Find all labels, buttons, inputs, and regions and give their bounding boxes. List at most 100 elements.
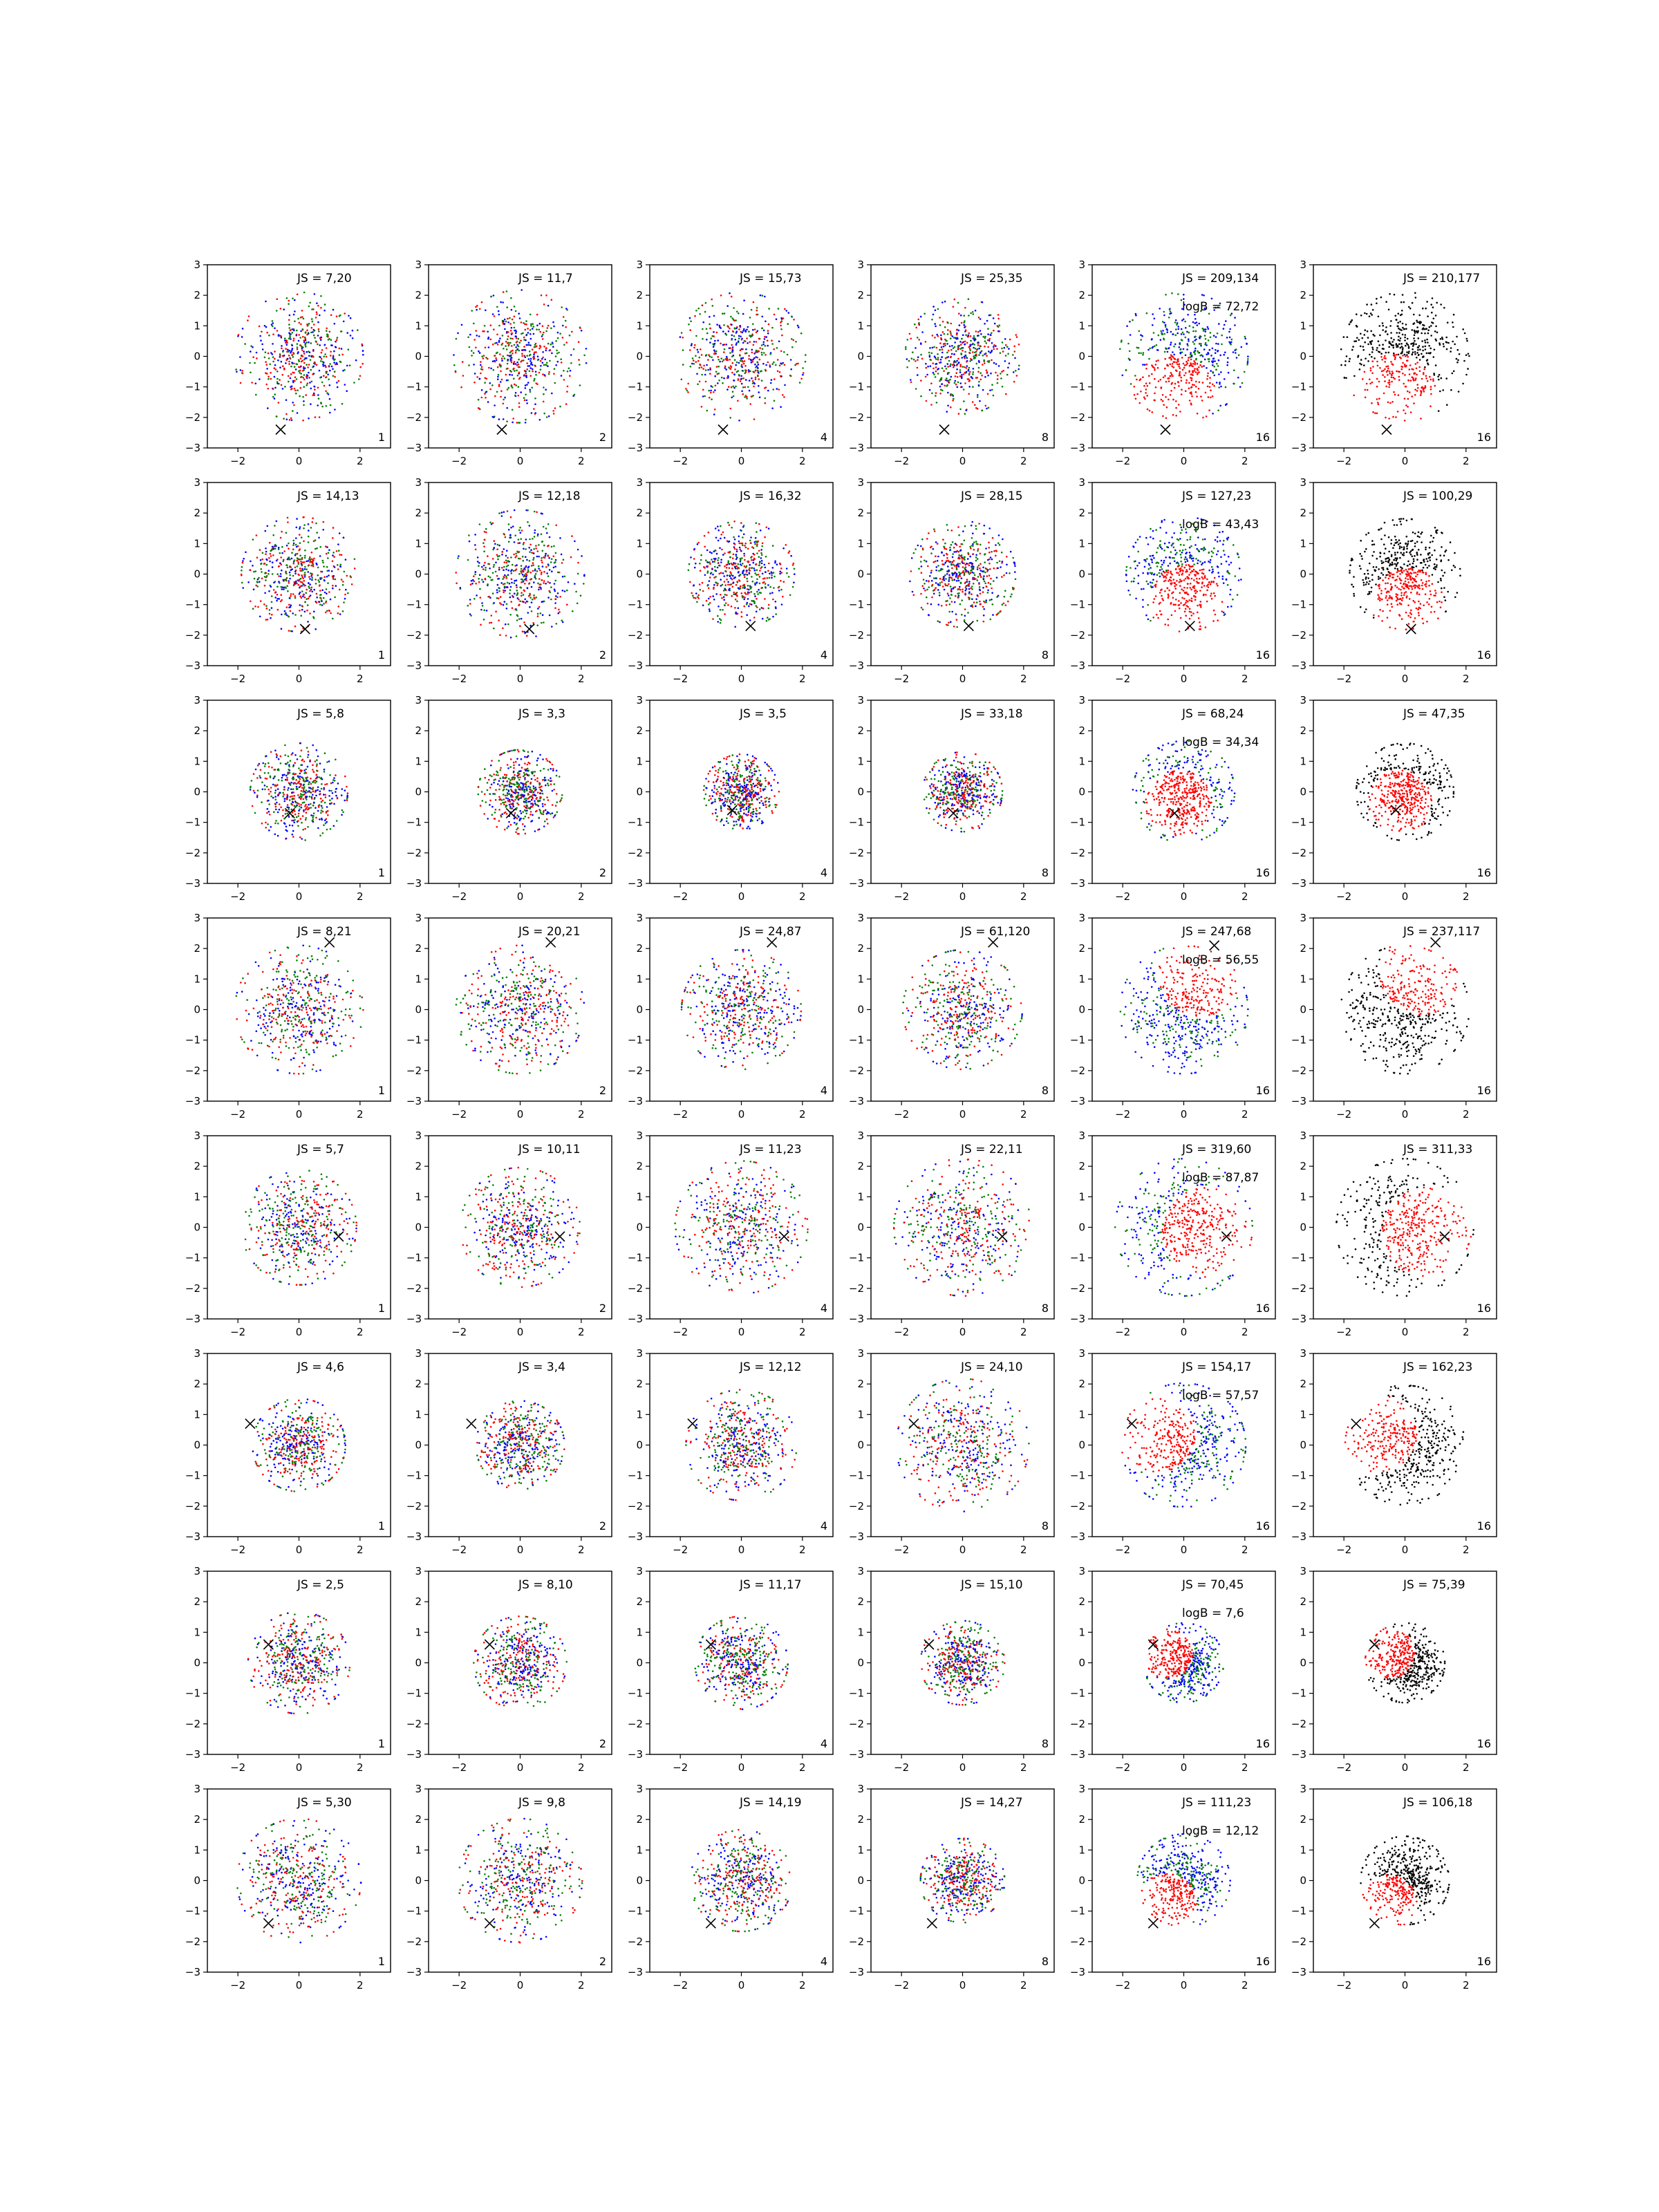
scatter-point <box>705 599 708 602</box>
scatter-point <box>949 378 951 381</box>
scatter-point <box>715 350 718 353</box>
scatter-point <box>273 581 275 584</box>
scatter-point <box>263 576 266 578</box>
scatter-point <box>722 554 724 556</box>
scatter-point <box>298 370 300 373</box>
scatter-point <box>751 580 754 583</box>
scatter-point <box>496 391 498 393</box>
scatter-point <box>554 565 556 568</box>
scatter-point <box>1218 323 1220 325</box>
scatter-point <box>362 353 364 356</box>
scatter-point <box>521 592 523 594</box>
scatter-point <box>760 607 763 609</box>
scatter-point <box>1239 386 1241 388</box>
scatter-point <box>1215 382 1218 384</box>
scatter-point <box>536 511 538 514</box>
scatter-point <box>496 554 498 556</box>
scatter-point <box>981 374 983 377</box>
scatter-point <box>297 545 299 547</box>
scatter-point <box>947 404 949 407</box>
scatter-point <box>1409 411 1412 413</box>
scatter-point <box>720 579 722 581</box>
scatter-point <box>1376 302 1378 305</box>
scatter-point <box>740 348 743 350</box>
scatter-point <box>542 400 545 403</box>
scatter-point <box>278 598 281 600</box>
scatter-point <box>281 613 283 616</box>
scatter-point <box>476 335 478 337</box>
scatter-point <box>764 598 766 600</box>
scatter-point <box>755 610 758 612</box>
scatter-point <box>735 332 738 334</box>
scatter-point <box>318 581 321 583</box>
scatter-point <box>508 355 510 357</box>
scatter-point <box>1143 384 1145 387</box>
scatter-point <box>288 547 290 550</box>
scatter-point <box>1200 343 1202 345</box>
scatter-point <box>506 330 508 333</box>
scatter-point <box>1134 312 1137 315</box>
scatter-point <box>547 365 549 367</box>
scatter-point <box>277 547 280 549</box>
scatter-point <box>521 579 524 581</box>
scatter-point <box>285 564 288 566</box>
scatter-point <box>291 387 293 390</box>
scatter-point <box>711 305 714 307</box>
scatter-point <box>535 382 537 384</box>
scatter-point <box>333 362 335 364</box>
scatter-point <box>556 596 559 599</box>
scatter-point <box>1383 357 1385 359</box>
scatter-point <box>944 300 946 303</box>
scatter-point <box>1183 333 1185 335</box>
scatter-point <box>535 351 537 353</box>
scatter-point <box>718 606 720 608</box>
scatter-point <box>288 314 291 317</box>
scatter-point <box>761 315 763 318</box>
scatter-point <box>767 389 769 392</box>
scatter-point <box>554 355 557 357</box>
scatter-point <box>329 404 332 406</box>
scatter-point <box>1188 340 1190 342</box>
scatter-point <box>720 294 722 297</box>
scatter-point <box>780 317 782 319</box>
scatter-point <box>964 306 966 309</box>
scatter-point <box>1174 369 1177 371</box>
y-tick-label: 3 <box>415 259 422 271</box>
scatter-point <box>1371 360 1374 362</box>
scatter-point <box>1405 328 1407 330</box>
scatter-point <box>727 604 729 606</box>
scatter-point <box>718 557 720 559</box>
scatter-point <box>525 566 527 568</box>
scatter-point <box>1390 361 1392 363</box>
scatter-point <box>1398 339 1401 342</box>
scatter-point <box>1370 330 1372 332</box>
scatter-point <box>276 608 279 611</box>
scatter-point <box>509 614 512 616</box>
scatter-point <box>756 365 758 367</box>
scatter-point <box>299 558 301 561</box>
scatter-point <box>487 401 489 403</box>
scatter-point <box>738 312 740 315</box>
scatter-point <box>1172 413 1174 416</box>
scatter-point <box>954 375 957 377</box>
scatter-point <box>733 538 736 541</box>
scatter-point <box>914 323 916 326</box>
scatter-point <box>545 362 548 364</box>
scatter-point <box>959 365 962 368</box>
scatter-point <box>306 333 308 336</box>
scatter-point <box>1187 359 1190 362</box>
y-tick-label: −3 <box>185 659 200 672</box>
scatter-point <box>288 299 290 302</box>
scatter-point <box>689 349 691 351</box>
scatter-point <box>337 564 339 566</box>
scatter-point <box>714 375 716 377</box>
x-tick-label: −2 <box>451 673 467 685</box>
scatter-point <box>773 361 775 364</box>
scatter-point <box>1156 349 1159 351</box>
scatter-point <box>1392 415 1394 418</box>
scatter-point <box>535 373 537 376</box>
scatter-point <box>277 548 280 550</box>
scatter-point <box>739 587 741 589</box>
scatter-point <box>710 337 712 340</box>
scatter-point <box>1385 330 1387 332</box>
